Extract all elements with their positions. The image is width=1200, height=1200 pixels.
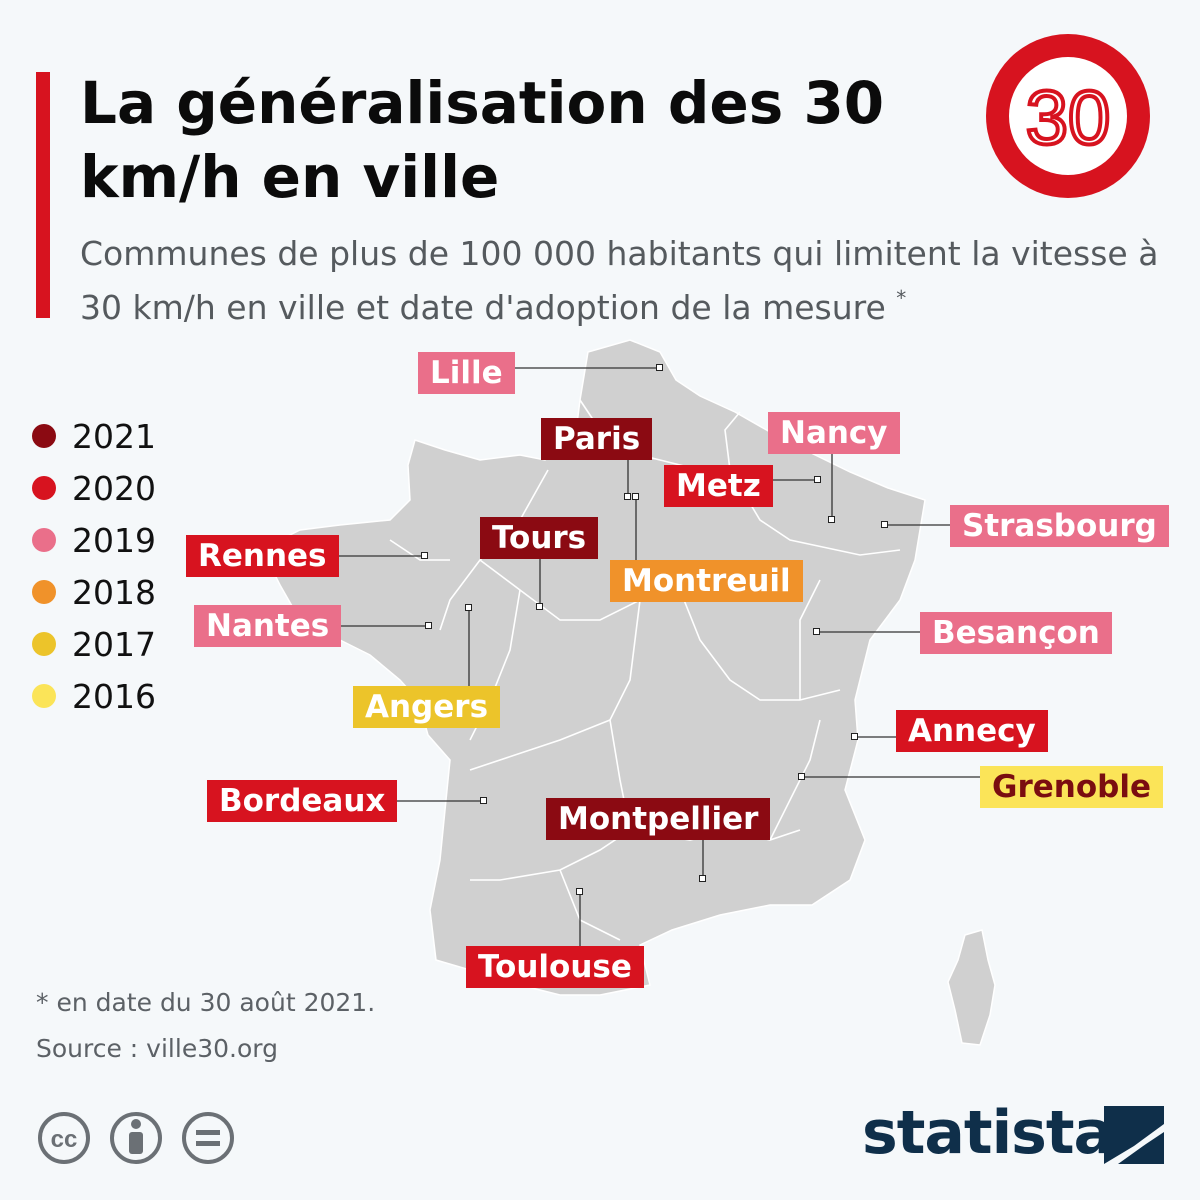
city-label-bordeaux: Bordeaux: [207, 780, 398, 822]
speed-limit-sign-icon: 30: [986, 34, 1150, 198]
city-label-toulouse: Toulouse: [466, 946, 644, 988]
city-label-annecy: Annecy: [896, 710, 1048, 752]
city-label-metz: Metz: [664, 465, 773, 507]
city-marker-besancon: [813, 628, 820, 635]
city-marker-montpellier: [699, 875, 706, 882]
legend-year: 2019: [72, 520, 156, 560]
corsica-island: [947, 929, 996, 1046]
city-label-strasbourg: Strasbourg: [950, 505, 1169, 547]
legend-year: 2021: [72, 416, 156, 456]
footnote: * en date du 30 août 2021.: [36, 988, 376, 1017]
svg-text:cc: cc: [51, 1126, 78, 1153]
legend-dot-icon: [32, 528, 56, 552]
license-icons: cc: [38, 1112, 234, 1164]
cc-icon: cc: [38, 1112, 90, 1164]
by-icon: [110, 1112, 162, 1164]
city-marker-metz: [814, 476, 821, 483]
city-marker-toulouse: [576, 888, 583, 895]
legend: 2021 2020 2019 2018 2017 2016: [32, 410, 156, 722]
city-marker-angers: [465, 604, 472, 611]
legend-year: 2018: [72, 572, 156, 612]
page-title: La généralisation des 30 km/h en ville: [80, 69, 885, 211]
city-label-montpellier: Montpellier: [546, 798, 771, 840]
city-label-rennes: Rennes: [186, 535, 339, 577]
legend-item-2019: 2019: [32, 514, 156, 566]
city-marker-strasbourg: [881, 521, 888, 528]
subtitle-text: Communes de plus de 100 000 habitants qu…: [80, 234, 1159, 327]
legend-dot-icon: [32, 580, 56, 604]
city-marker-bordeaux: [480, 797, 487, 804]
city-label-besancon: Besançon: [920, 612, 1112, 654]
city-marker-lille: [656, 364, 663, 371]
legend-dot-icon: [32, 424, 56, 448]
city-marker-nancy: [828, 516, 835, 523]
legend-dot-icon: [32, 684, 56, 708]
statista-logo-text[interactable]: statista: [862, 1098, 1114, 1168]
city-marker-tours: [536, 603, 543, 610]
subtitle: Communes de plus de 100 000 habitants qu…: [80, 232, 1160, 330]
city-label-grenoble: Grenoble: [980, 766, 1163, 808]
accent-bar: [36, 72, 50, 318]
legend-item-2017: 2017: [32, 618, 156, 670]
city-marker-nantes: [425, 622, 432, 629]
subtitle-asterisk: *: [896, 286, 907, 310]
legend-dot-icon: [32, 476, 56, 500]
city-label-angers: Angers: [353, 686, 501, 728]
city-marker-annecy: [851, 733, 858, 740]
city-marker-paris: [624, 493, 631, 500]
statista-logo-icon[interactable]: [1104, 1106, 1164, 1164]
legend-item-2021: 2021: [32, 410, 156, 462]
city-label-nancy: Nancy: [768, 412, 900, 454]
nd-icon: [182, 1112, 234, 1164]
source: Source : ville30.org: [36, 1034, 278, 1063]
legend-dot-icon: [32, 632, 56, 656]
city-marker-grenoble: [798, 773, 805, 780]
city-label-nantes: Nantes: [194, 605, 342, 647]
speed-limit-value: 30: [1026, 76, 1111, 161]
legend-year: 2017: [72, 624, 156, 664]
city-label-tours: Tours: [480, 517, 599, 559]
city-marker-montreuil: [632, 493, 639, 500]
legend-item-2016: 2016: [32, 670, 156, 722]
legend-item-2020: 2020: [32, 462, 156, 514]
city-marker-rennes: [421, 552, 428, 559]
city-label-montreuil: Montreuil: [610, 560, 803, 602]
legend-item-2018: 2018: [32, 566, 156, 618]
legend-year: 2016: [72, 676, 156, 716]
city-label-paris: Paris: [541, 418, 653, 460]
city-label-lille: Lille: [418, 352, 515, 394]
legend-year: 2020: [72, 468, 156, 508]
